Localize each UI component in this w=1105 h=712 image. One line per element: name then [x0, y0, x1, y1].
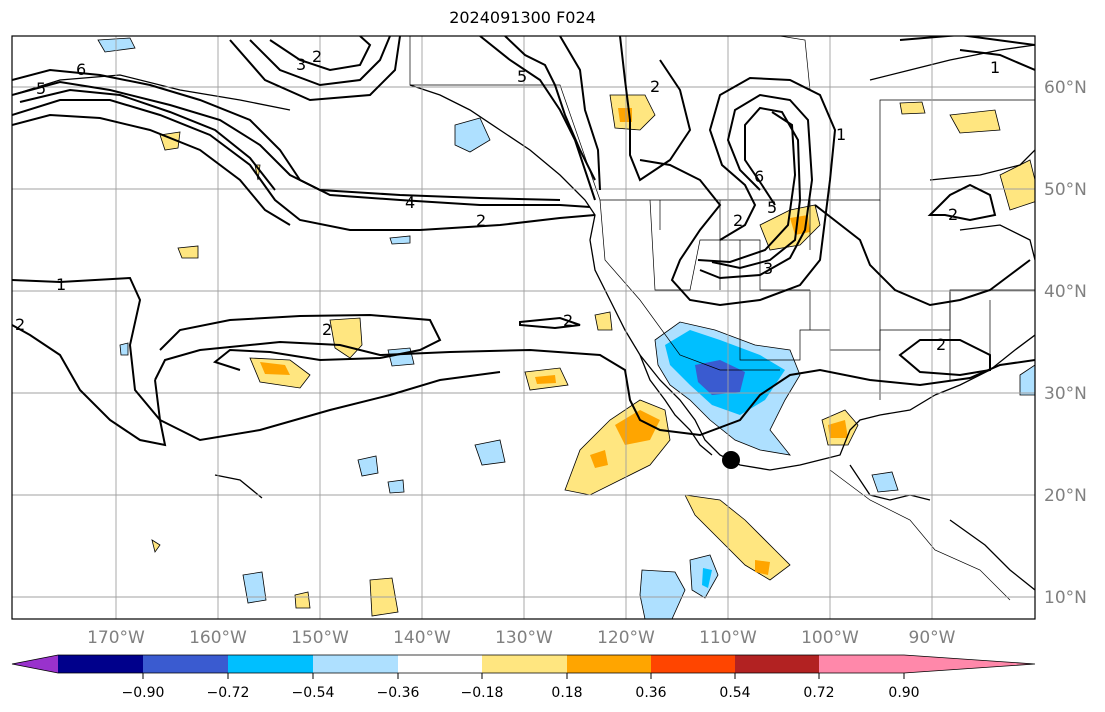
- colorbar-tick-label: 0.18: [551, 685, 582, 701]
- longitude-labels: 170°W 160°W 150°W 140°W 130°W 120°W 110°…: [87, 628, 956, 648]
- lon-label: 170°W: [87, 628, 145, 648]
- lat-label: 60°N: [1044, 78, 1087, 98]
- lon-label: 120°W: [597, 628, 655, 648]
- colorbar-segment: [313, 655, 398, 673]
- contour-label: 2: [322, 320, 332, 339]
- contour-label: 3: [296, 55, 306, 74]
- contour-label: 6: [76, 60, 86, 79]
- latitude-labels: 60°N 50°N 40°N 30°N 20°N 10°N: [1044, 78, 1087, 608]
- colorbar-segment: [735, 655, 819, 673]
- coastlines: [12, 44, 1035, 591]
- contour-label: 6: [754, 167, 764, 186]
- lat-label: 20°N: [1044, 486, 1087, 506]
- gridlines: [12, 36, 1035, 619]
- contour-labels: 6 5 3 2 4 2 1 2 2 2 2 2 3 6 5 1 1 5 2 2: [15, 47, 1000, 354]
- colorbar-tick-label: −0.90: [122, 685, 165, 701]
- contour-label: 1: [836, 125, 846, 144]
- colorbar-tick-label: 0.90: [888, 685, 919, 701]
- lat-label: 30°N: [1044, 384, 1087, 404]
- contour-label: 2: [312, 47, 322, 66]
- colorbar-tick-label: 0.72: [803, 685, 834, 701]
- lon-label: 100°W: [801, 628, 859, 648]
- lon-label: 150°W: [291, 628, 349, 648]
- contour-label: 3: [763, 259, 773, 278]
- colorbar-segment: [567, 655, 651, 673]
- colorbar-extend-low: [12, 655, 58, 673]
- colorbar-segment: [228, 655, 313, 673]
- lat-label: 40°N: [1044, 282, 1087, 302]
- lon-label: 90°W: [909, 628, 956, 648]
- contour-label: 1: [990, 58, 1000, 77]
- colorbar-tick-label: −0.54: [292, 685, 335, 701]
- contour-label: 2: [948, 205, 958, 224]
- colorbar-tick-label: −0.18: [461, 685, 504, 701]
- lat-label: 50°N: [1044, 180, 1087, 200]
- map-title: 2024091300 F024: [449, 8, 596, 27]
- lon-label: 110°W: [699, 628, 757, 648]
- colorbar-tick-label: −0.36: [377, 685, 420, 701]
- contour-label: 2: [650, 77, 660, 96]
- contour-label: 5: [36, 79, 46, 98]
- colorbar-segment: [143, 655, 228, 673]
- lon-label: 140°W: [393, 628, 451, 648]
- colorbar: −0.90 −0.72 −0.54 −0.36 −0.18 0.18 0.36 …: [11, 654, 1036, 701]
- colorbar-tick-label: 0.36: [635, 685, 666, 701]
- contour-label: 2: [476, 211, 486, 230]
- lon-label: 130°W: [495, 628, 553, 648]
- lon-label: 160°W: [189, 628, 247, 648]
- contour-label: 1: [56, 275, 66, 294]
- contour-label: 2: [15, 315, 25, 334]
- colorbar-segment: [482, 655, 567, 673]
- contour-label: 2: [733, 211, 743, 230]
- colorbar-tick-label: −0.72: [207, 685, 250, 701]
- contour-label: 2: [936, 335, 946, 354]
- contour-label: 2: [563, 311, 573, 330]
- colorbar-outline: [11, 654, 1036, 674]
- colorbar-extend-high: [904, 655, 1035, 673]
- colorbar-segment: [819, 655, 904, 673]
- contour-label: 5: [517, 67, 527, 86]
- colorbar-segment: [651, 655, 735, 673]
- contour-label: 4: [405, 193, 415, 212]
- contour-lines: [12, 36, 1035, 447]
- contour-label: 5: [767, 198, 777, 217]
- anomaly-fills: [97, 37, 1035, 619]
- map-border: [11, 35, 1036, 620]
- colorbar-segment: [398, 655, 482, 673]
- location-marker: [722, 451, 740, 469]
- colorbar-tick-label: 0.54: [719, 685, 750, 701]
- map-area: [12, 36, 1035, 619]
- colorbar-segment: [58, 655, 143, 673]
- lat-label: 10°N: [1044, 588, 1087, 608]
